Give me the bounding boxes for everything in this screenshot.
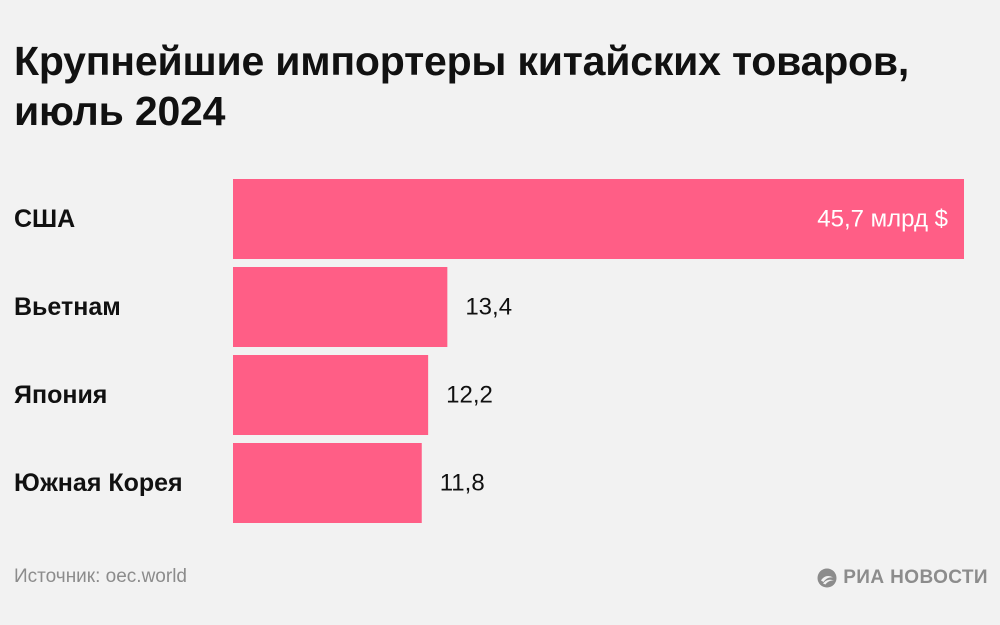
value-label: 11,8 <box>440 470 485 497</box>
chart-title: Крупнейшие импортеры китайских товаров, … <box>14 38 910 134</box>
ria-novosti-logo: РИА НОВОСТИ <box>817 567 988 589</box>
bars-group: США 45,7 млрд $ Вьетнам 13,4 Япония 12,2 Южная… <box>14 179 964 523</box>
ria-novosti-logo-icon <box>817 568 837 588</box>
bar <box>233 443 422 523</box>
value-label: 12,2 <box>446 382 493 409</box>
value-label: 45,7 млрд $ <box>817 206 948 233</box>
category-label: США <box>14 205 75 233</box>
logo-text: РИА НОВОСТИ <box>843 567 988 588</box>
value-label: 13,4 <box>465 294 512 321</box>
bar <box>233 267 448 347</box>
bar <box>233 179 964 259</box>
bar <box>233 355 429 435</box>
source-note: Источник: oec.world <box>14 566 187 587</box>
category-label: Вьетнам <box>14 293 121 321</box>
category-label: Япония <box>14 381 107 409</box>
category-label: Южная Корея <box>14 469 183 497</box>
